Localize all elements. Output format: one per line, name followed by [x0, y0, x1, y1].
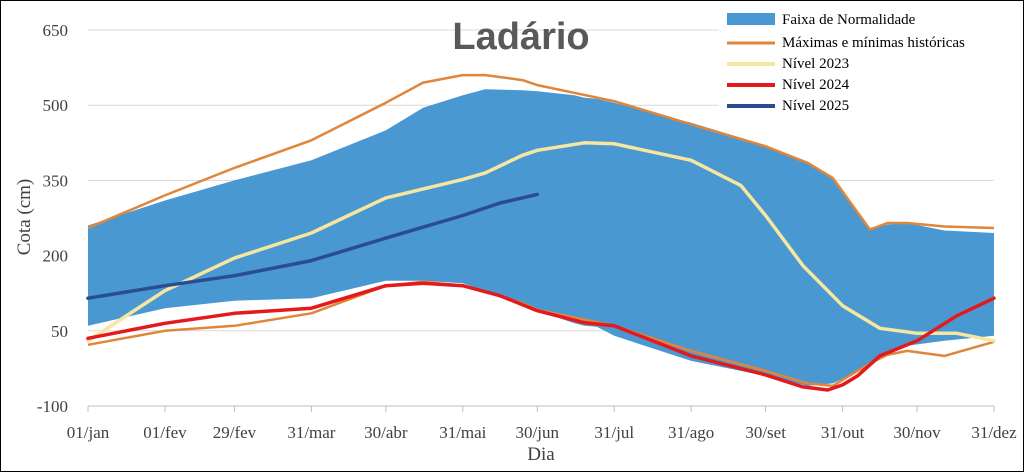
legend-label-historic: Máximas e mínimas históricas	[782, 35, 965, 51]
line-layer	[86, 73, 996, 392]
series-band-normalidade	[88, 89, 994, 386]
legend: Faixa de Normalidade Máximas e mínimas h…	[719, 5, 1021, 117]
series-line-n-vel-2025	[86, 192, 540, 300]
x-tick-label: 01/fev	[143, 423, 187, 442]
x-tick-label: 31/mai	[439, 423, 486, 442]
y-tick-label: 350	[43, 171, 69, 190]
x-tick-label: 31/ago	[668, 423, 714, 442]
series-line-n-vel-2023	[86, 141, 996, 343]
x-tick-label: 31/out	[821, 423, 865, 442]
x-axis-title: Dia	[527, 444, 555, 465]
x-tick-label: 01/jan	[67, 423, 110, 442]
x-tick-label: 31/dez	[971, 423, 1017, 442]
y-tick-label: 200	[43, 247, 69, 266]
x-tick-label: 30/set	[745, 423, 786, 442]
legend-swatch-band	[727, 13, 775, 25]
legend-label-2025: Nível 2025	[782, 98, 849, 114]
x-tick-label: 31/mar	[287, 423, 335, 442]
band-layer	[88, 89, 994, 386]
y-tick-label: -100	[37, 397, 68, 416]
x-tick-label: 30/jun	[516, 423, 560, 442]
series-line-historic-min	[87, 280, 995, 388]
x-tick-label: 31/jul	[594, 423, 634, 442]
chart-title: Ladário	[452, 16, 589, 58]
y-tick-label: 50	[51, 322, 68, 341]
axis-layer: -100 50 200 350 500 650 01/jan 01/fev 29/fev 31/m…	[37, 21, 1017, 442]
y-tick-label: 500	[43, 96, 69, 115]
x-tick-label: 30/abr	[364, 423, 408, 442]
y-tick-label: 650	[43, 21, 69, 40]
legend-label-band: Faixa de Normalidade	[782, 12, 916, 28]
x-tick-label: 29/fev	[213, 423, 257, 442]
legend-label-2024: Nível 2024	[782, 77, 850, 93]
series-line-historic-max	[87, 73, 995, 231]
legend-label-2023: Nível 2023	[782, 56, 849, 72]
x-tick-label: 30/nov	[893, 423, 941, 442]
y-axis-title: Cota (cm)	[14, 179, 35, 256]
series-line-n-vel-2024	[86, 281, 996, 392]
